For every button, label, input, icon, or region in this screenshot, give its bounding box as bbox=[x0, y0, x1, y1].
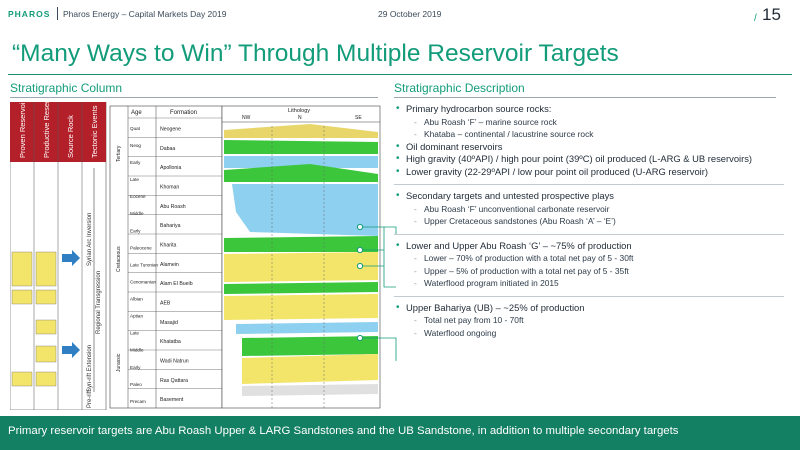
tectonic-prerift: Pre-rift bbox=[87, 390, 93, 408]
age-label: Late bbox=[130, 177, 139, 182]
age-label: Late bbox=[130, 331, 139, 336]
title-rule bbox=[8, 74, 792, 75]
indicator-columns: Proven Reservoir Productive Reservoir So… bbox=[10, 102, 107, 410]
formation-label: Ras Qattara bbox=[160, 378, 188, 384]
formation-label: Dabaa bbox=[160, 146, 175, 152]
period-label: Jurassic bbox=[116, 353, 122, 372]
tectonic-transgression: Regional Transgression bbox=[96, 271, 102, 334]
lithology-header: Lithology bbox=[288, 108, 310, 114]
group-divider bbox=[394, 295, 784, 297]
formation-label: Neogene bbox=[160, 127, 181, 133]
age-label: Early bbox=[130, 160, 141, 165]
formation-label: Wadi Natrun bbox=[160, 359, 189, 365]
bullet-item: Upper Bahariya (UB) – ~25% of production bbox=[394, 302, 784, 315]
period-label: Cretaceous bbox=[116, 246, 122, 272]
bullet-item: Oil dominant reservoirs bbox=[394, 141, 784, 154]
stratigraphic-description: Primary hydrocarbon source rocks:Abu Roa… bbox=[394, 103, 784, 339]
age-label: Cenomanian bbox=[130, 279, 156, 284]
col-header-tectonic: Tectonic Events bbox=[90, 105, 99, 158]
age-label: Early bbox=[130, 365, 141, 370]
age-label: Middle bbox=[130, 348, 144, 353]
page-number-slash: / bbox=[754, 13, 757, 24]
group-divider bbox=[394, 184, 784, 185]
page-number: 15 bbox=[762, 5, 781, 24]
footer-banner: Primary reservoir targets are Abu Roash … bbox=[0, 416, 800, 450]
tectonic-synrift: Syn-rift Extension bbox=[87, 345, 93, 392]
age-formation-table: Age Formation Neogene Dabaa Apollonia Khoma… bbox=[109, 105, 223, 409]
col-header-productive: Productive Reservoir bbox=[42, 102, 51, 158]
age-header: Age bbox=[131, 110, 142, 116]
age-rows: Neogene Dabaa Apollonia Khoman Abu Roash Baha… bbox=[116, 117, 222, 404]
period-label: Tertiary bbox=[116, 145, 122, 162]
formation-header: Formation bbox=[170, 110, 197, 116]
top-bar: PHAROS Pharos Energy – Capital Markets D… bbox=[8, 5, 792, 35]
formation-label: Basement bbox=[160, 397, 184, 403]
formation-label: Masajid bbox=[160, 320, 178, 326]
formation-label: AEB bbox=[160, 301, 171, 307]
formation-label: Khatatba bbox=[160, 339, 181, 345]
footer-text: Primary reservoir targets are Abu Roash … bbox=[8, 425, 679, 437]
sub-bullet-item: Lower – 70% of production with a total n… bbox=[394, 252, 784, 265]
bullet-item: Secondary targets and untested prospecti… bbox=[394, 190, 784, 203]
bullet-item: Primary hydrocarbon source rocks: bbox=[394, 103, 784, 116]
formation-label: Apollonia bbox=[160, 165, 181, 171]
col-header-source: Source Rock bbox=[66, 115, 75, 158]
age-label: Early bbox=[130, 228, 141, 233]
reservoir-markers bbox=[11, 251, 57, 387]
sub-bullet-item: Abu Roash ‘F’ – marine source rock bbox=[394, 116, 784, 129]
lithology-se: SE bbox=[355, 115, 362, 121]
lithology-nw: NW bbox=[242, 115, 251, 121]
formation-label: Bahariya bbox=[160, 223, 181, 229]
age-label: Late Turonian bbox=[130, 262, 159, 267]
group-divider bbox=[394, 233, 784, 235]
col-header-proven: Proven Reservoir bbox=[18, 102, 27, 158]
age-label: Paleocene bbox=[130, 245, 152, 250]
age-label: Eocene bbox=[130, 194, 146, 199]
age-label: Precam bbox=[130, 399, 146, 404]
formation-label: Alamein bbox=[160, 262, 179, 268]
lithology-n: N bbox=[298, 115, 302, 121]
presentation-name: Pharos Energy – Capital Markets Day 2019 bbox=[63, 9, 227, 19]
right-heading-rule bbox=[394, 97, 776, 98]
stratigraphic-description-heading: Stratigraphic Description bbox=[394, 81, 525, 95]
tectonic-events: Syrian Arc Inversion Regional Transgress… bbox=[87, 168, 102, 408]
source-rock-arrows bbox=[62, 250, 80, 358]
formation-label: Khoman bbox=[160, 185, 179, 191]
sub-bullet-item: Total net pay from 10 - 70ft bbox=[394, 314, 784, 327]
sub-bullet-item: Khataba – continental / lacustrine sourc… bbox=[394, 128, 784, 141]
slide-title: “Many Ways to Win” Through Multiple Rese… bbox=[12, 40, 619, 67]
sub-bullet-item: Waterflood ongoing bbox=[394, 327, 784, 340]
stratigraphic-column-svg: Proven Reservoir Productive Reservoir So… bbox=[10, 102, 381, 410]
sub-bullet-item: Upper Cretaceous sandstones (Abu Roash ‘… bbox=[394, 215, 784, 228]
lithology-panel: Lithology NW N SE bbox=[221, 105, 381, 409]
bullet-item: High gravity (40ºAPI) / high pour point … bbox=[394, 153, 784, 166]
tectonic-syrian-arc: Syrian Arc Inversion bbox=[87, 213, 93, 266]
age-label: Neog bbox=[130, 143, 141, 148]
age-label: Paleo bbox=[130, 382, 142, 387]
bullet-item: Lower gravity (22-29ºAPI / low pour poin… bbox=[394, 166, 784, 179]
age-label: Quat bbox=[130, 126, 141, 131]
sub-bullet-item: Abu Roash ‘F’ unconventional carbonate r… bbox=[394, 203, 784, 216]
sub-bullet-item: Waterflood program initiated in 2015 bbox=[394, 277, 784, 290]
age-label: Middle bbox=[130, 211, 144, 216]
stratigraphic-column-figure: Proven Reservoir Productive Reservoir So… bbox=[10, 102, 382, 410]
pharos-logo: PHAROS bbox=[8, 9, 51, 19]
sub-bullet-item: Upper – 5% of production with a total ne… bbox=[394, 265, 784, 278]
connector-lines bbox=[356, 223, 397, 361]
header-divider bbox=[57, 7, 58, 20]
formation-label: Kharita bbox=[160, 243, 177, 249]
age-label: Albian bbox=[130, 297, 143, 302]
age-label: Aptian bbox=[130, 314, 143, 319]
presentation-date: 29 October 2019 bbox=[378, 9, 442, 19]
stratigraphic-column-heading: Stratigraphic Column bbox=[10, 81, 123, 95]
formation-label: Alam El Bueib bbox=[160, 281, 193, 287]
bullet-item: Lower and Upper Abu Roash ‘G’ – ~75% of … bbox=[394, 240, 784, 253]
formation-label: Abu Roash bbox=[160, 204, 186, 210]
left-heading-rule bbox=[10, 97, 378, 98]
